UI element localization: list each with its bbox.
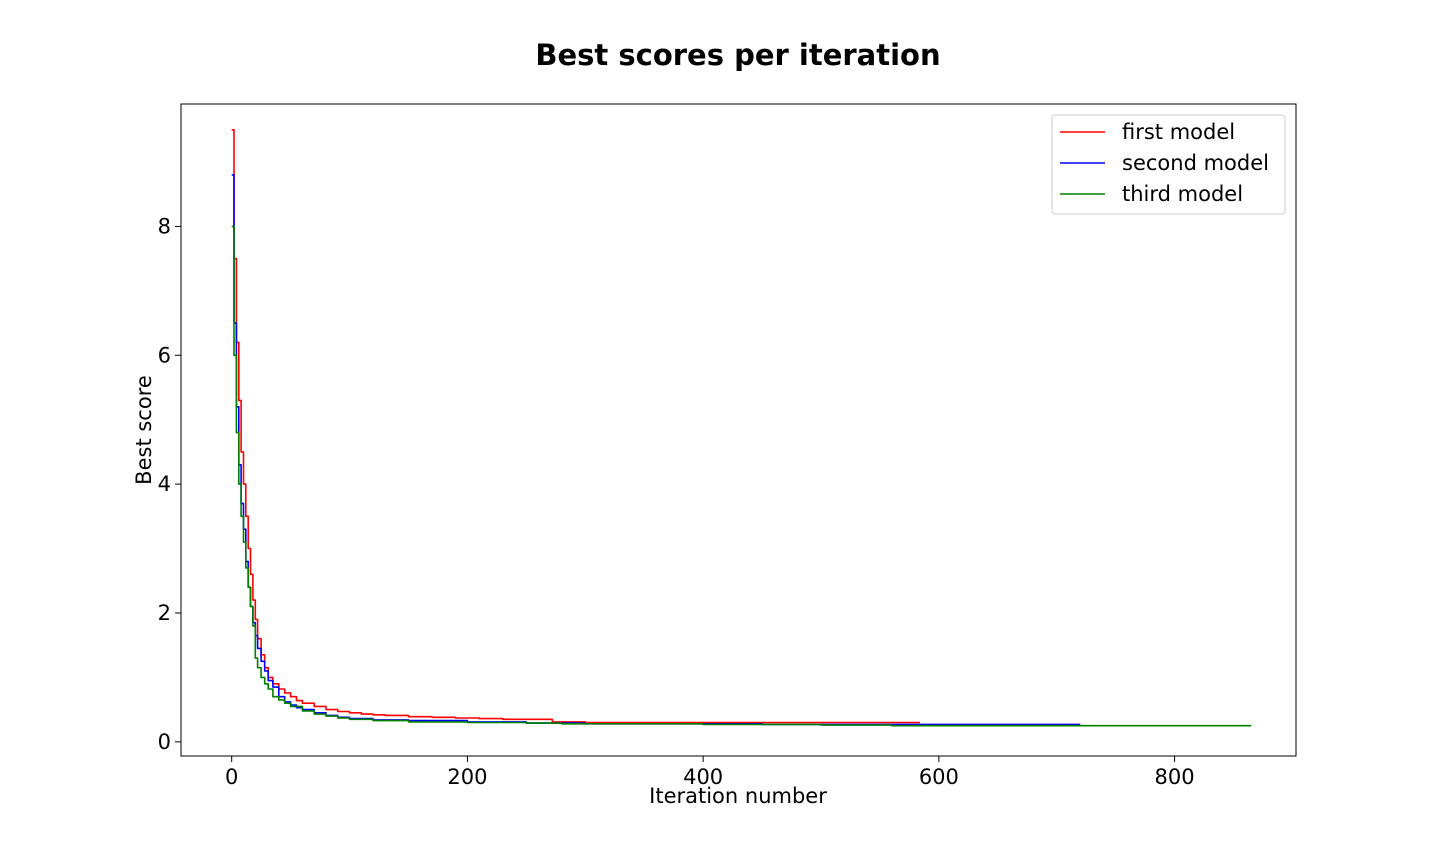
x-tick-label: 800 (1155, 765, 1195, 789)
y-axis-label: Best score (132, 375, 156, 485)
x-tick-label: 0 (225, 765, 238, 789)
series-line-3 (231, 225, 1252, 727)
x-axis-label: Iteration number (649, 784, 827, 808)
x-tick-label: 200 (447, 765, 487, 789)
legend-label-3: third model (1122, 182, 1243, 206)
plot-area (231, 129, 1252, 727)
y-tick-label: 0 (158, 730, 171, 754)
y-tick-label: 4 (158, 472, 171, 496)
x-tick-label: 400 (683, 765, 723, 789)
x-axis: 0 200 400 600 800 (225, 756, 1195, 789)
chart-title: Best scores per iteration (535, 38, 940, 72)
x-tick-label: 600 (919, 765, 959, 789)
y-axis: 0 2 4 6 8 (158, 214, 181, 754)
series-line-2 (231, 174, 1081, 726)
y-tick-label: 8 (158, 214, 171, 238)
axes-frame (180, 103, 1297, 757)
y-tick-label: 6 (158, 343, 171, 367)
legend: first model second model third model (1051, 114, 1286, 215)
series-line-1 (231, 129, 920, 724)
legend-label-1: first model (1122, 120, 1235, 144)
legend-label-2: second model (1122, 151, 1269, 175)
legend-box (1051, 114, 1286, 215)
y-tick-label: 2 (158, 601, 171, 625)
